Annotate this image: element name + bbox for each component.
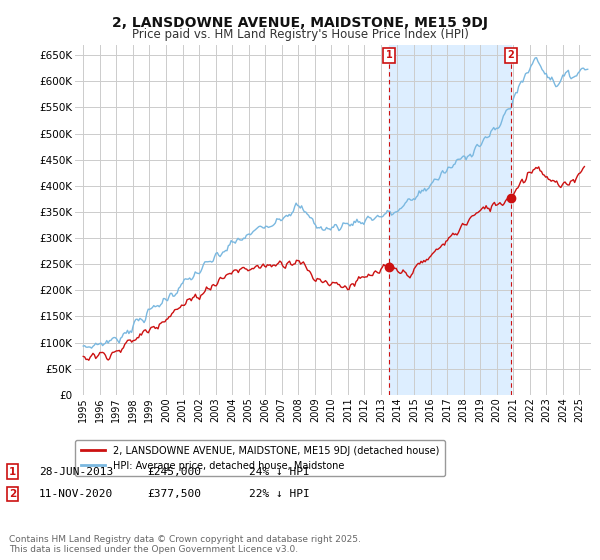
- Text: 1: 1: [9, 466, 16, 477]
- Text: 11-NOV-2020: 11-NOV-2020: [39, 489, 113, 499]
- Text: Price paid vs. HM Land Registry's House Price Index (HPI): Price paid vs. HM Land Registry's House …: [131, 28, 469, 41]
- Text: 24% ↓ HPI: 24% ↓ HPI: [249, 466, 310, 477]
- Text: 28-JUN-2013: 28-JUN-2013: [39, 466, 113, 477]
- Text: 2: 2: [508, 50, 514, 60]
- Text: 22% ↓ HPI: 22% ↓ HPI: [249, 489, 310, 499]
- Bar: [389, 45, 511, 395]
- Text: 2: 2: [9, 489, 16, 499]
- Text: 1: 1: [386, 50, 392, 60]
- Text: £377,500: £377,500: [147, 489, 201, 499]
- Text: £245,000: £245,000: [147, 466, 201, 477]
- Text: Contains HM Land Registry data © Crown copyright and database right 2025.
This d: Contains HM Land Registry data © Crown c…: [9, 535, 361, 554]
- Text: 2, LANSDOWNE AVENUE, MAIDSTONE, ME15 9DJ: 2, LANSDOWNE AVENUE, MAIDSTONE, ME15 9DJ: [112, 16, 488, 30]
- Legend: 2, LANSDOWNE AVENUE, MAIDSTONE, ME15 9DJ (detached house), HPI: Average price, d: 2, LANSDOWNE AVENUE, MAIDSTONE, ME15 9DJ…: [75, 440, 445, 477]
